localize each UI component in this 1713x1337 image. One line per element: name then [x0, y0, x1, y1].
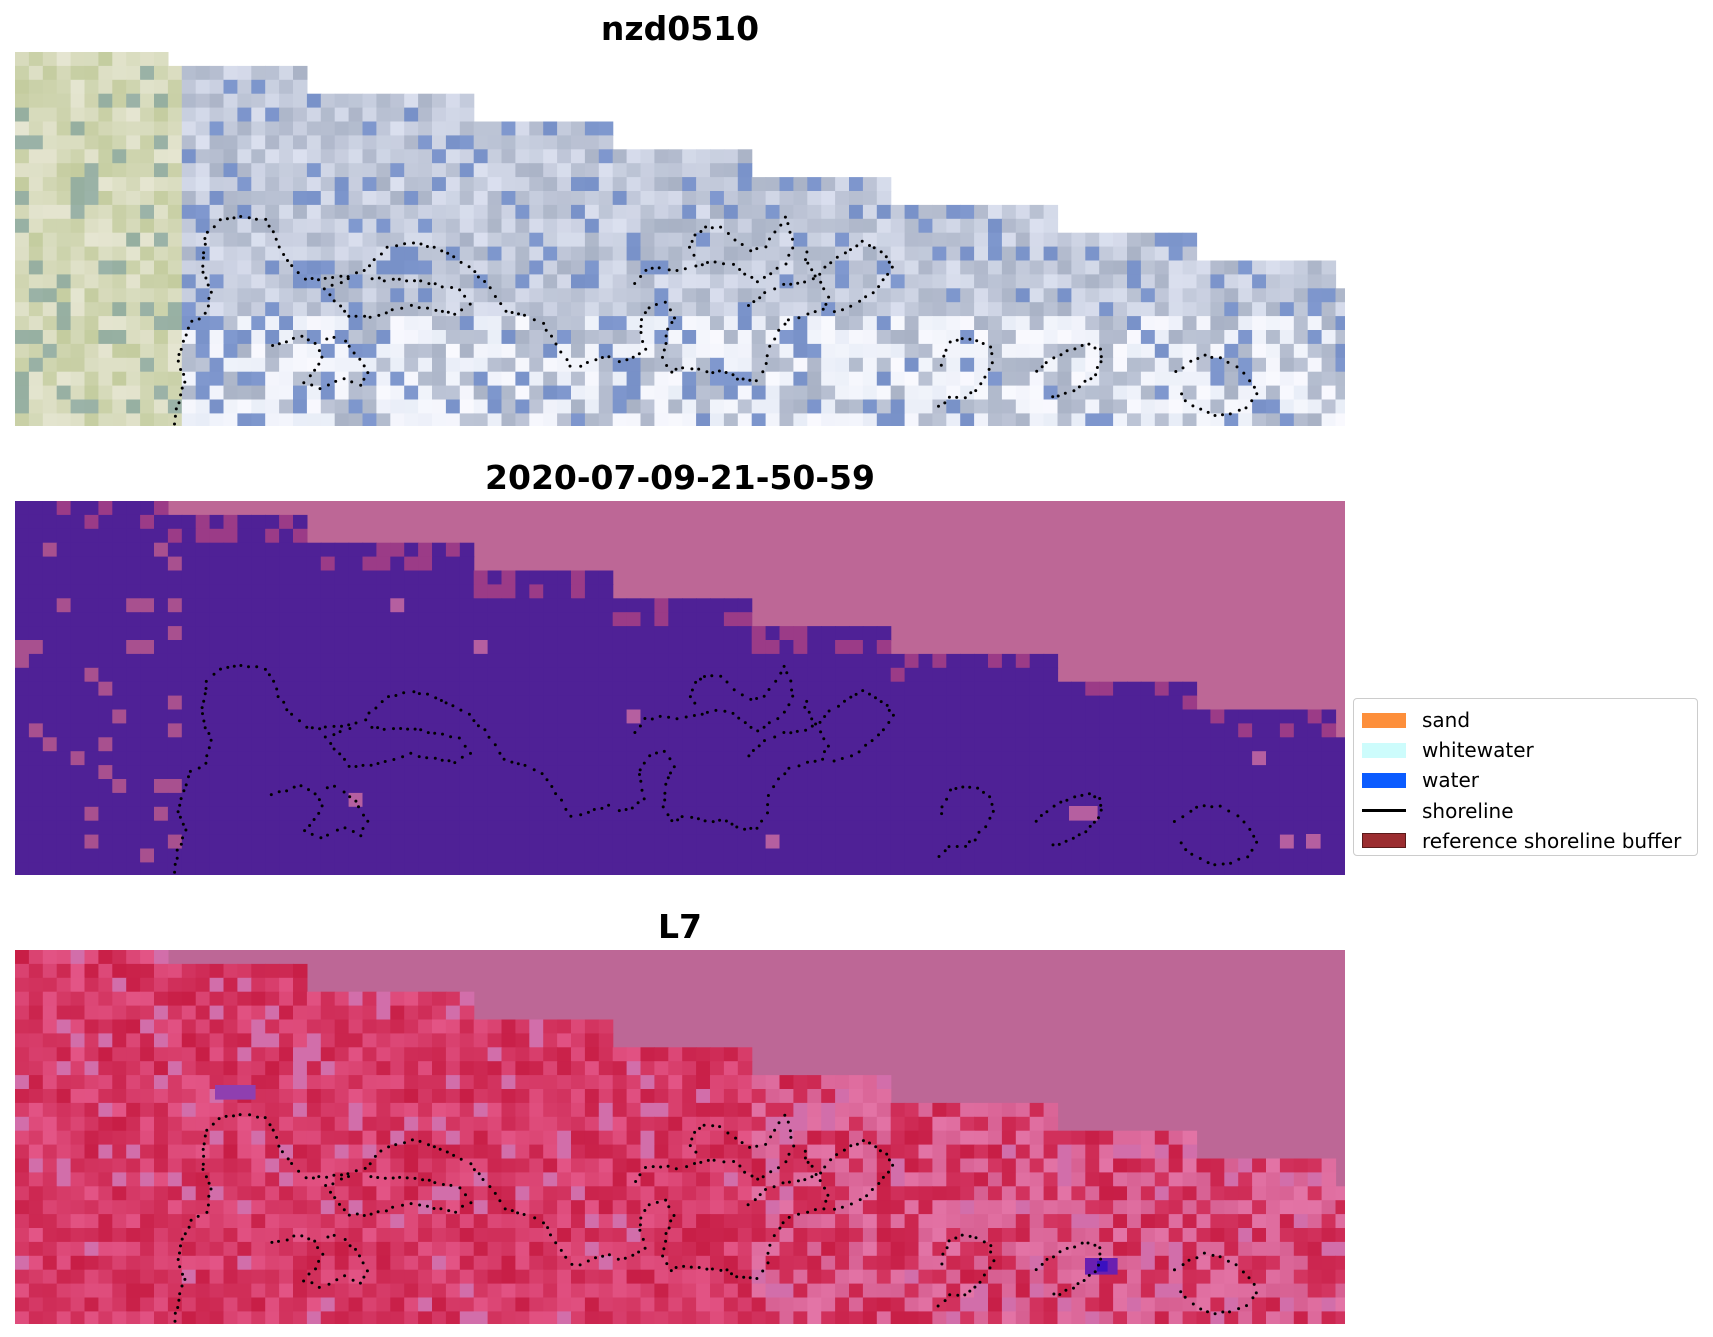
legend-item-reference-buffer: reference shoreline buffer: [1362, 826, 1689, 856]
legend-label: reference shoreline buffer: [1422, 828, 1682, 853]
classified-image: [15, 501, 1345, 875]
legend: sand whitewater water shoreline referenc…: [1353, 698, 1698, 856]
legend-label: shoreline: [1422, 798, 1514, 823]
index-image: [15, 950, 1345, 1324]
sand-swatch: [1362, 712, 1406, 728]
panel-title-rgb: nzd0510: [600, 9, 760, 48]
classification-panel: [15, 501, 1345, 875]
whitewater-swatch: [1362, 742, 1406, 758]
panel-title-l7: L7: [658, 907, 702, 946]
legend-item-water: water: [1362, 765, 1689, 795]
legend-label: whitewater: [1422, 738, 1534, 763]
index-image-panel: [15, 950, 1345, 1324]
legend-label: sand: [1422, 708, 1471, 733]
legend-label: water: [1422, 768, 1479, 793]
reference-buffer-swatch: [1362, 833, 1406, 849]
legend-item-sand: sand: [1362, 705, 1689, 735]
rgb-satellite-image: [15, 52, 1345, 426]
rgb-image-panel: [15, 52, 1345, 426]
shoreline-dots: [173, 1113, 1258, 1323]
panel-title-classification: 2020-07-09-21-50-59: [485, 458, 875, 497]
shoreline-line-swatch: [1362, 809, 1406, 813]
shoreline-dots: [173, 215, 1259, 426]
legend-item-shoreline: shoreline: [1362, 796, 1689, 826]
legend-item-whitewater: whitewater: [1362, 735, 1689, 765]
water-swatch: [1362, 772, 1406, 788]
shoreline-dots: [173, 664, 1259, 874]
